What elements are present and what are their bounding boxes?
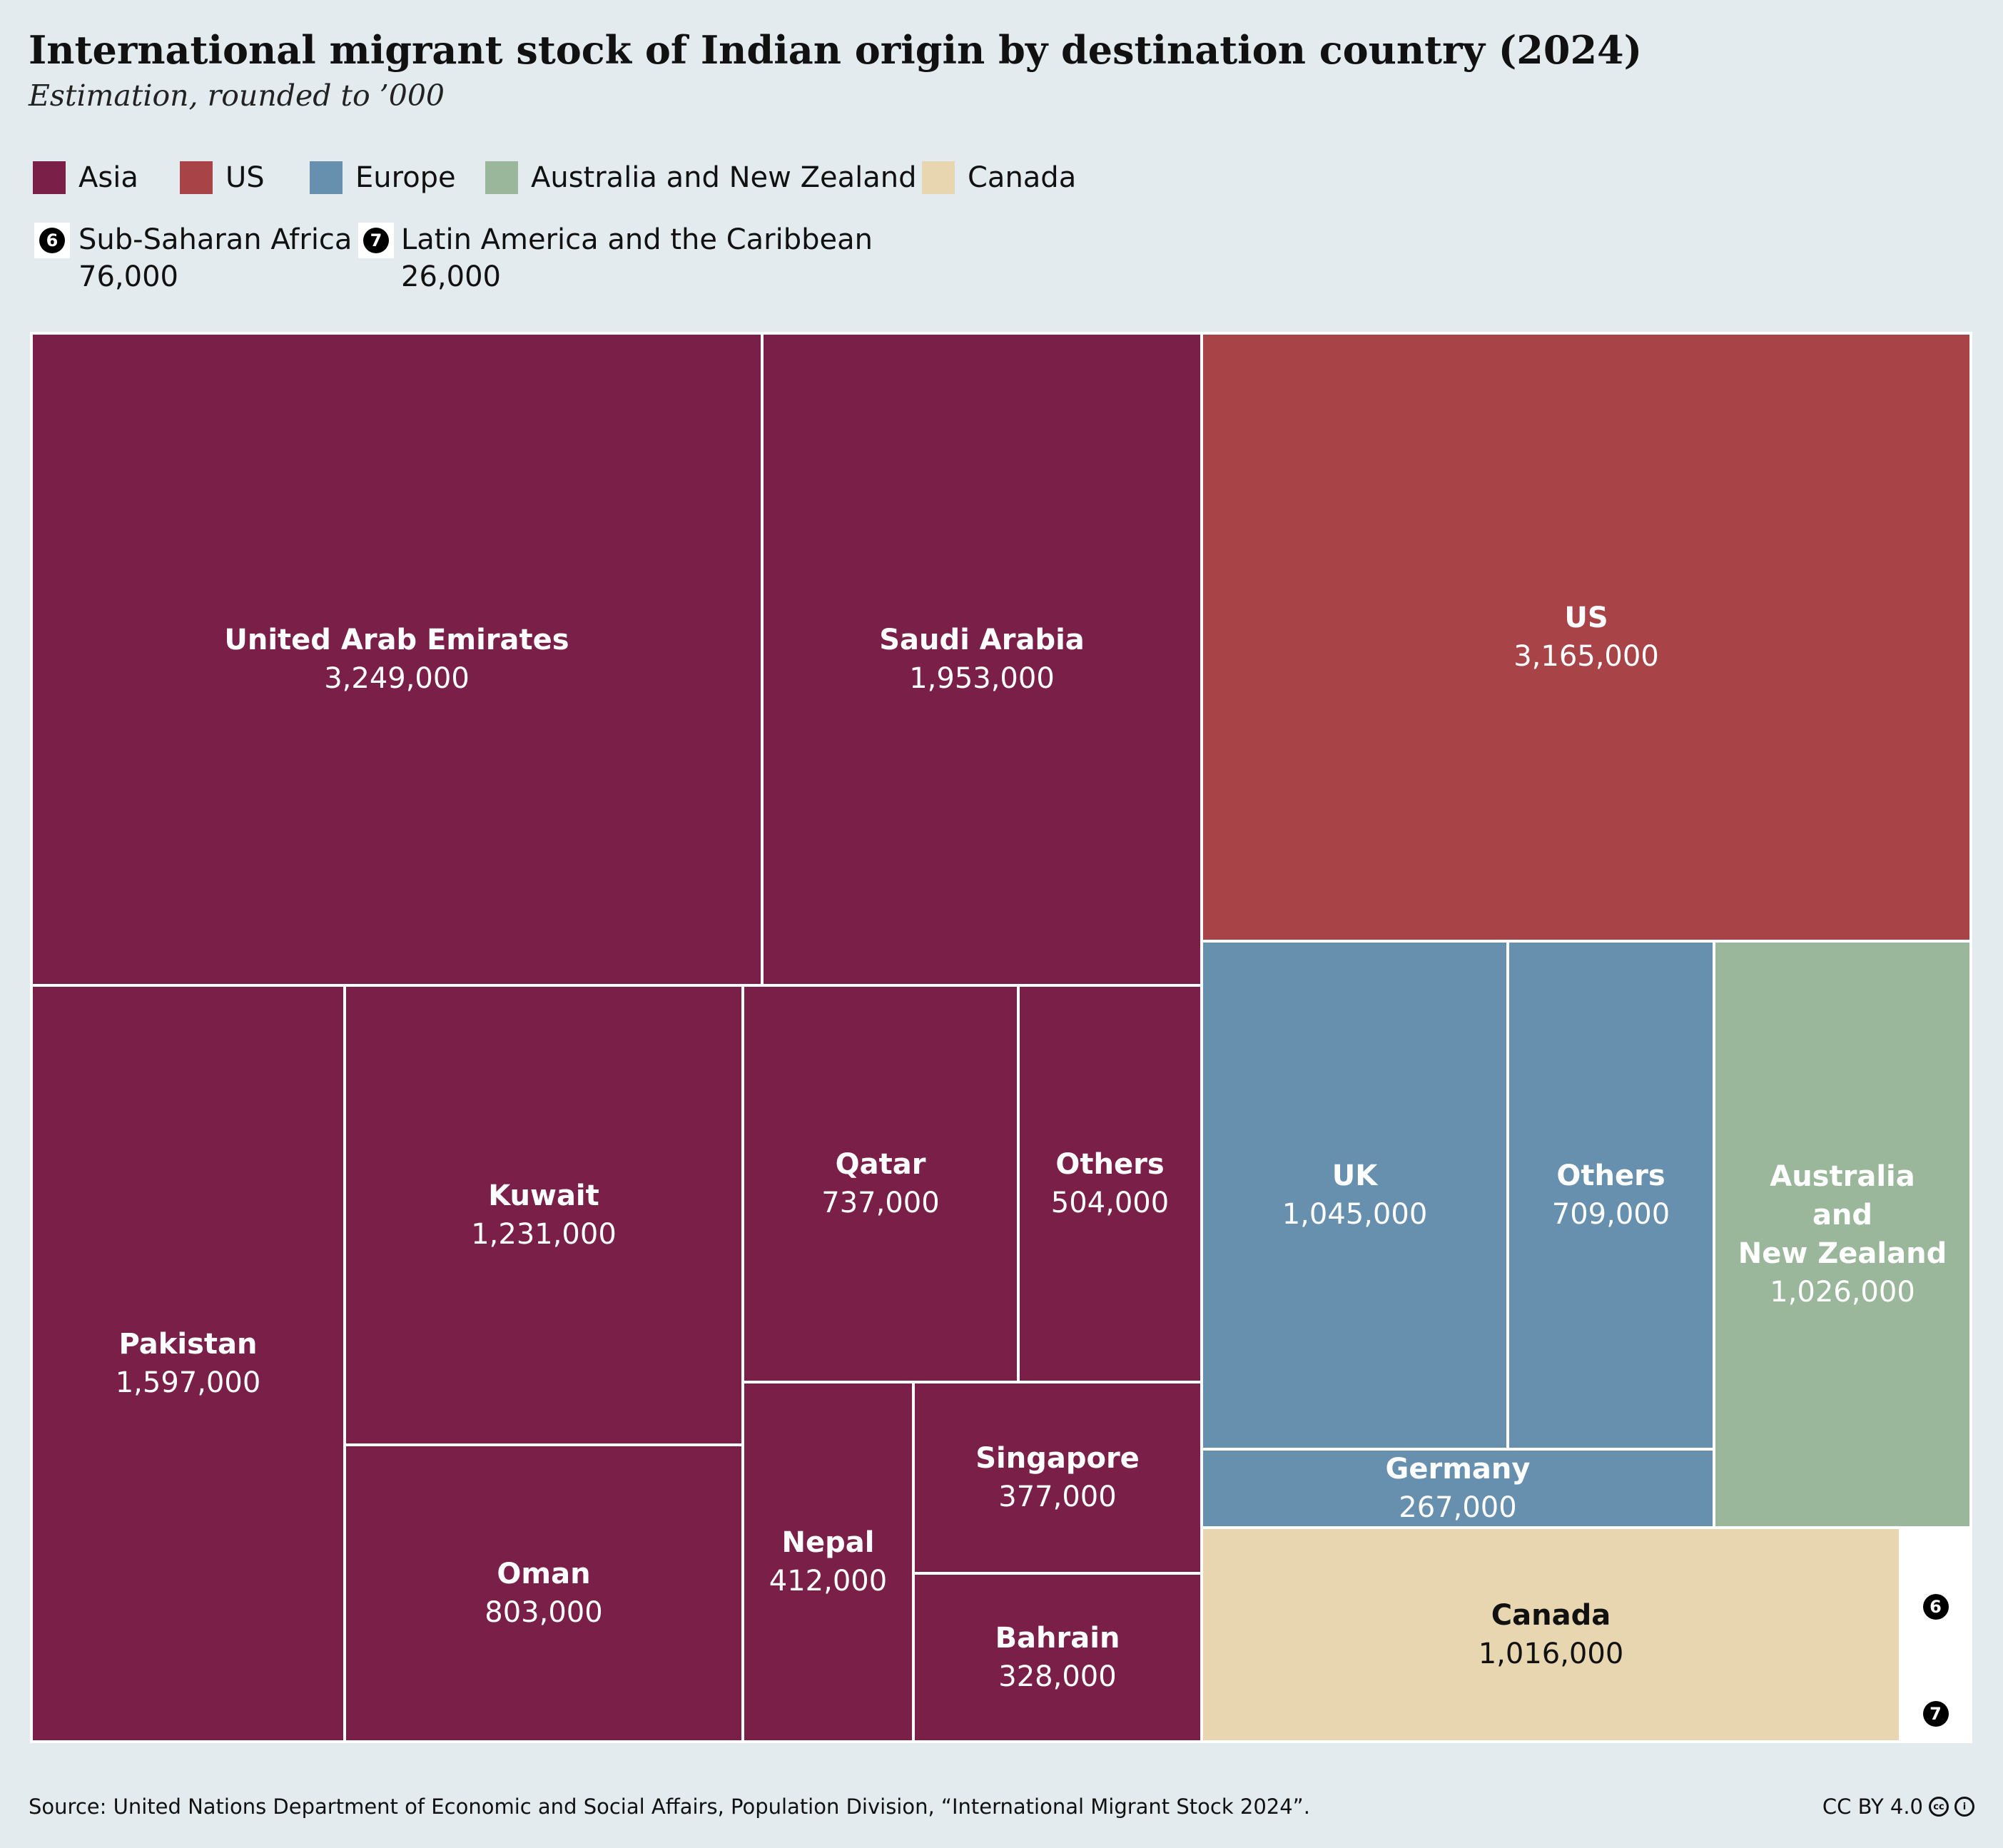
cell-name: Nepal [781,1526,875,1559]
treemap-cell-saudi-arabia: Saudi Arabia 1,953,000 [761,332,1203,987]
cell-name: Germany [1385,1453,1531,1486]
treemap-cell-uk: UK 1,045,000 [1200,940,1509,1451]
legend-note-sub-saharan-africa: Sub-Saharan Africa 76,000 [78,221,352,295]
cell-value: 267,000 [1399,1491,1517,1524]
legend-badge-6: 6 [34,223,70,258]
cell-value: 1,953,000 [909,662,1055,695]
cell-name: Others [1055,1148,1165,1181]
legend-note-label: Latin America and the Caribbean [401,223,873,256]
treemap-cell-australia-new-zealand: Australia and New Zealand 1,026,000 [1713,940,1972,1529]
treemap-cell-europe-others: Others 709,000 [1506,940,1715,1451]
chart-subtitle: Estimation, rounded to ’000 [29,78,445,113]
treemap-cell-asia-others: Others 504,000 [1017,984,1203,1384]
treemap-cell-sub-saharan-africa: 6 [1899,1526,1972,1687]
cell-value: 3,165,000 [1513,640,1659,673]
cell-name: Kuwait [488,1179,599,1212]
cell-value: 1,016,000 [1478,1638,1624,1670]
cell-name: US [1564,601,1608,634]
cell-value: 377,000 [998,1481,1117,1513]
legend-label-anz: Australia and New Zealand [531,161,917,194]
legend-item-anz: Australia and New Zealand [485,161,916,194]
treemap-cell-singapore: Singapore 377,000 [912,1381,1203,1575]
treemap-cell-oman: Oman 803,000 [343,1443,744,1743]
legend-swatch-anz [485,161,518,194]
cell-badge-7: 7 [1922,1701,1949,1727]
cell-name: Canada [1491,1599,1611,1632]
legend-badge-7: 7 [358,223,394,258]
treemap-cell-qatar: Qatar 737,000 [741,984,1020,1384]
license: CC BY 4.0 cc i [1822,1794,1974,1819]
treemap-cell-latin-america: 7 [1899,1685,1972,1743]
cell-value: 803,000 [485,1596,603,1629]
cell-value: 1,045,000 [1282,1198,1428,1231]
legend-note-value: 26,000 [401,260,501,293]
treemap-cell-united-arab-emirates: United Arab Emirates 3,249,000 [30,332,764,987]
cell-value: 1,026,000 [1770,1276,1915,1309]
cell-value: 709,000 [1551,1198,1670,1231]
legend-swatch-canada [922,161,955,194]
cell-value: 3,249,000 [324,662,470,695]
legend-item-canada: Canada [922,161,1076,194]
cell-value: 328,000 [998,1660,1117,1693]
legend-note-value: 76,000 [78,260,178,293]
attribution-icon: i [1954,1797,1974,1817]
legend-label-asia: Asia [78,161,138,194]
cell-name: United Arab Emirates [224,624,569,656]
cell-value: 412,000 [769,1565,888,1598]
legend-item-europe: Europe [310,161,456,194]
cell-value: 1,231,000 [471,1218,617,1251]
cell-name: Pakistan [118,1328,258,1361]
cell-value: 504,000 [1050,1187,1170,1219]
legend-item-us: US [180,161,265,194]
license-label: CC BY 4.0 [1822,1794,1923,1819]
treemap-cell-nepal: Nepal 412,000 [741,1381,915,1743]
legend-swatch-us [180,161,213,194]
cell-value: 1,597,000 [115,1366,261,1399]
treemap-cell-kuwait: Kuwait 1,231,000 [343,984,744,1446]
treemap-cell-pakistan: Pakistan 1,597,000 [30,984,346,1743]
source-note: Source: United Nations Department of Eco… [29,1794,1310,1819]
cell-name: Bahrain [995,1622,1120,1655]
cell-name: Australia and New Zealand [1738,1160,1947,1270]
legend-note-label: Sub-Saharan Africa [78,223,353,256]
treemap-cell-us: US 3,165,000 [1200,332,1972,943]
legend-note-latin-america: Latin America and the Caribbean 26,000 [401,221,873,295]
legend-item-asia: Asia [33,161,138,194]
cell-name: Singapore [975,1442,1140,1475]
cell-name: Oman [497,1558,591,1590]
chart-title: International migrant stock of Indian or… [29,27,1643,73]
legend-swatch-asia [33,161,66,194]
cc-icon: cc [1929,1797,1949,1817]
treemap-cell-canada: Canada 1,016,000 [1200,1526,1902,1743]
legend-label-canada: Canada [968,161,1077,194]
cell-name: UK [1332,1159,1378,1192]
cell-name: Others [1556,1159,1665,1192]
cell-name: Qatar [835,1148,926,1181]
legend-label-europe: Europe [355,161,456,194]
cell-name: Saudi Arabia [879,624,1085,656]
treemap-cell-germany: Germany 267,000 [1200,1448,1715,1529]
legend-swatch-europe [310,161,343,194]
treemap-cell-bahrain: Bahrain 328,000 [912,1572,1203,1743]
cell-badge-6: 6 [1922,1594,1949,1620]
legend-label-us: US [225,161,265,194]
cell-value: 737,000 [821,1187,940,1219]
